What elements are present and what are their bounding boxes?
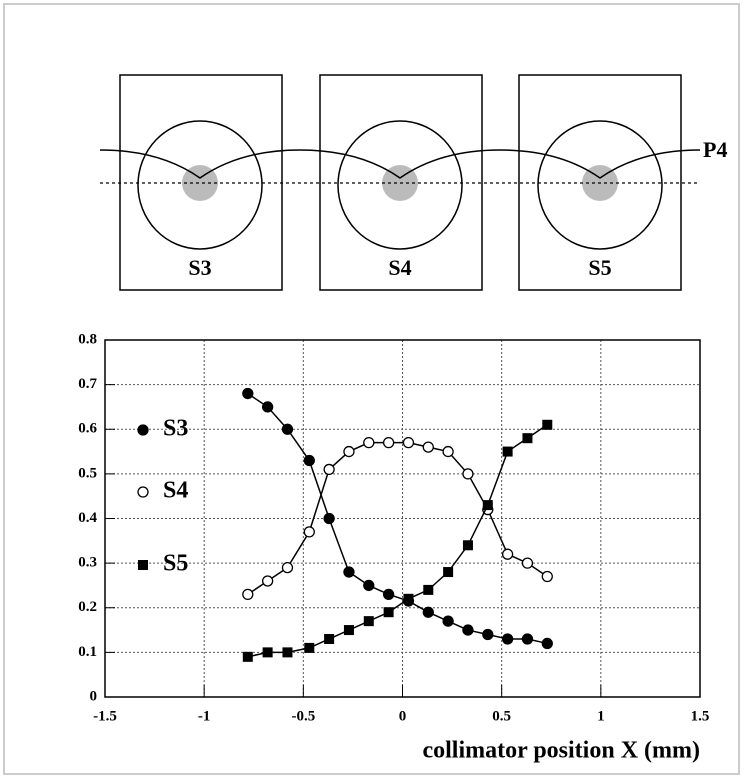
frame xyxy=(3,3,740,775)
marker xyxy=(442,445,454,458)
x-tick-label: 1.5 xyxy=(691,708,710,724)
marker xyxy=(138,560,148,570)
marker xyxy=(541,637,553,650)
marker xyxy=(541,570,553,583)
sensor-circle xyxy=(537,120,663,250)
marker xyxy=(137,424,149,436)
marker xyxy=(501,548,514,560)
marker xyxy=(521,633,534,645)
sensor-label: S4 xyxy=(388,255,411,280)
marker xyxy=(281,561,294,574)
x-tick-label: 0 xyxy=(399,708,407,724)
marker xyxy=(442,615,454,627)
plot-frame xyxy=(104,339,701,698)
sensor-box xyxy=(518,74,682,291)
x-tick-label: 1 xyxy=(597,708,605,724)
y-tick-label: 0.5 xyxy=(78,465,97,481)
y-tick-label: 0.1 xyxy=(78,644,97,660)
sensor-circle xyxy=(137,120,263,250)
x-tick-label: -0.5 xyxy=(291,708,315,724)
y-tick-label: 0.3 xyxy=(78,555,97,571)
x-tick-label: 0.5 xyxy=(492,708,511,724)
sensor-circle xyxy=(337,120,463,250)
marker xyxy=(303,454,315,467)
x-tick-label: -1 xyxy=(198,708,211,724)
marker xyxy=(542,419,553,430)
diagram xyxy=(99,74,701,291)
marker xyxy=(363,436,375,449)
marker xyxy=(363,616,374,627)
series-line xyxy=(247,392,548,645)
marker xyxy=(343,566,355,578)
sensor-box xyxy=(319,74,483,291)
marker xyxy=(303,526,315,538)
marker xyxy=(323,463,335,476)
wire-path xyxy=(99,149,701,179)
marker xyxy=(482,500,493,511)
marker xyxy=(304,642,315,653)
marker xyxy=(323,512,335,525)
legend-label: S4 xyxy=(163,478,188,504)
x-tick-label: -1.5 xyxy=(93,708,117,724)
beam-spot xyxy=(182,165,218,201)
y-tick-label: 0.7 xyxy=(78,376,97,392)
marker xyxy=(343,445,355,458)
marker xyxy=(383,607,394,618)
marker xyxy=(443,567,454,578)
marker xyxy=(363,579,375,592)
marker xyxy=(242,387,254,400)
marker xyxy=(261,401,274,413)
series-line xyxy=(247,424,548,658)
y-tick-label: 0.6 xyxy=(78,421,97,437)
marker xyxy=(382,436,395,449)
marker xyxy=(261,575,274,587)
marker xyxy=(282,647,293,658)
marker xyxy=(137,486,149,498)
marker xyxy=(281,423,294,435)
legend-label: S3 xyxy=(163,416,188,442)
marker xyxy=(324,633,335,644)
marker xyxy=(402,436,415,449)
marker xyxy=(422,441,434,453)
y-tick-label: 0.4 xyxy=(78,510,97,526)
marker xyxy=(521,557,534,569)
marker xyxy=(343,625,354,636)
y-tick-label: 0.8 xyxy=(78,331,97,347)
marker xyxy=(242,651,253,662)
sensor-label: S5 xyxy=(588,255,611,280)
marker xyxy=(502,446,513,457)
sensor-label: S3 xyxy=(188,255,211,280)
path-label: P4 xyxy=(703,137,727,162)
marker xyxy=(403,593,414,604)
y-tick-label: 0.2 xyxy=(78,599,97,615)
marker xyxy=(242,588,254,601)
legend-label: S5 xyxy=(163,551,188,577)
marker xyxy=(462,624,474,636)
x-axis-label: collimator position X (mm) xyxy=(422,738,700,764)
y-tick-label: 0 xyxy=(90,688,98,704)
marker xyxy=(422,606,434,618)
marker xyxy=(522,433,533,444)
series-line xyxy=(247,441,548,595)
marker xyxy=(262,647,273,658)
marker xyxy=(462,540,473,551)
marker xyxy=(482,628,494,641)
marker xyxy=(462,468,474,480)
marker xyxy=(423,584,434,595)
marker xyxy=(382,588,395,601)
marker xyxy=(501,633,514,645)
